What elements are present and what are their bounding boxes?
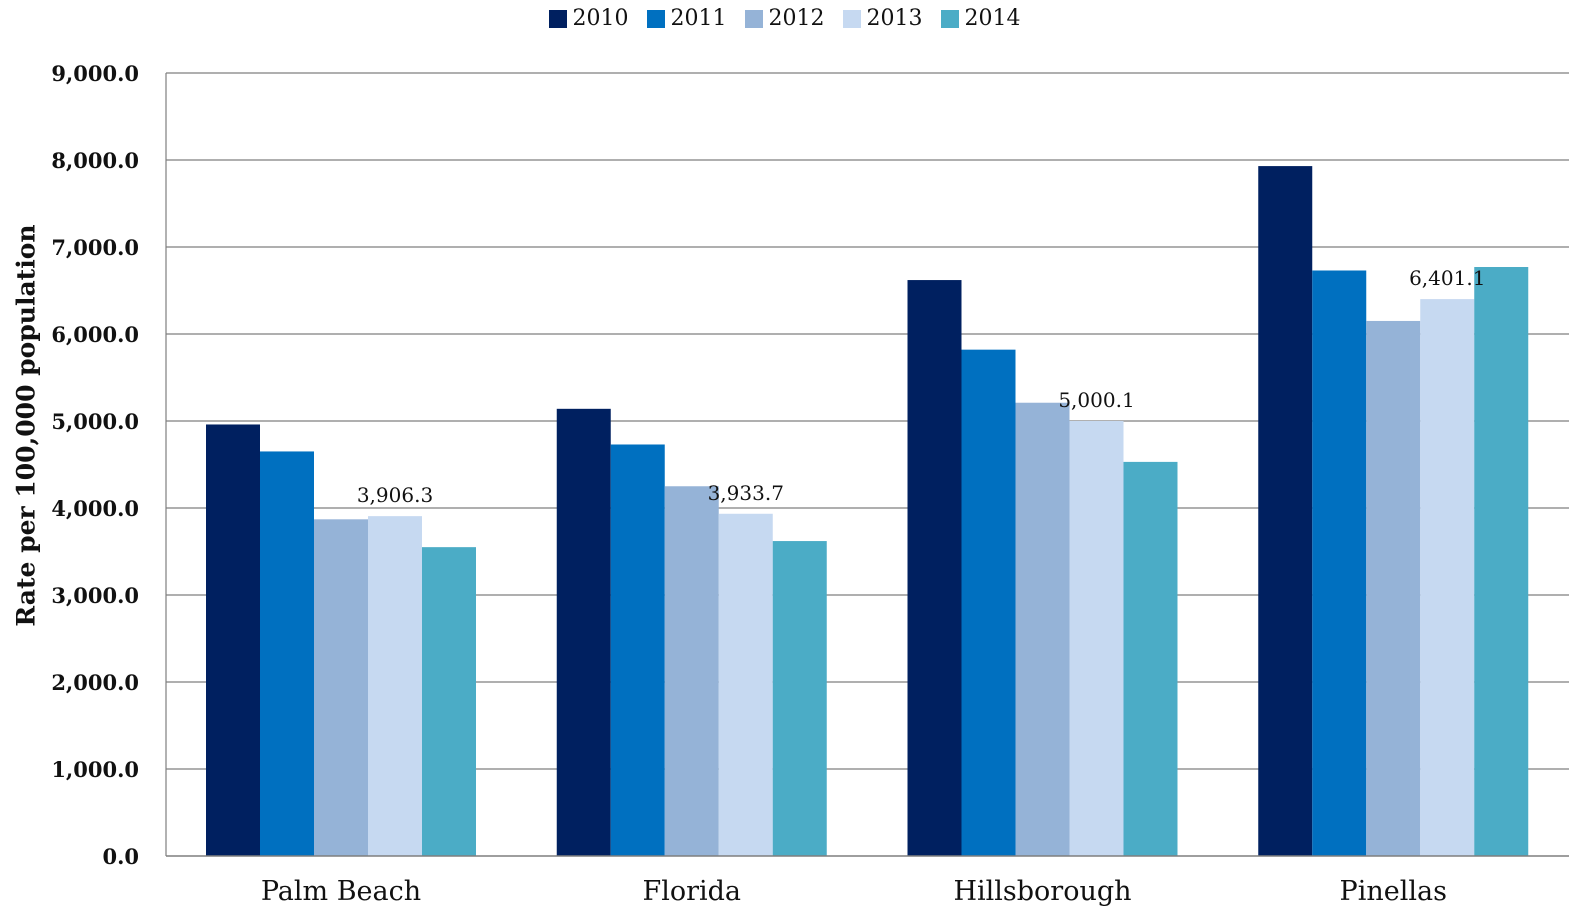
y-tick-label: 0.0: [102, 844, 139, 869]
x-tick-label: Palm Beach: [261, 876, 421, 907]
legend-label: 2012: [768, 6, 825, 31]
bar-2012-florida: [664, 486, 719, 856]
bar-2012-palm-beach: [314, 519, 368, 856]
bar-2011-florida: [610, 444, 665, 856]
bar-2010-palm-beach: [206, 424, 260, 856]
bar-2013-hillsborough: [1069, 420, 1124, 856]
bar-2014-pinellas: [1474, 267, 1529, 856]
y-tick-label: 6,000.0: [51, 322, 139, 347]
data-label: 6,401.1: [1409, 266, 1485, 290]
bar-2011-pinellas: [1312, 270, 1367, 856]
legend-item-2012: 2012: [744, 6, 825, 31]
y-tick-label: 3,000.0: [51, 583, 139, 608]
y-tick-label: 7,000.0: [51, 235, 139, 260]
bar-2014-florida: [772, 541, 827, 856]
legend-item-2014: 2014: [940, 6, 1021, 31]
legend-label: 2011: [670, 6, 727, 31]
bar-2010-hillsborough: [907, 280, 962, 856]
y-tick-label: 5,000.0: [51, 409, 139, 434]
bar-2012-hillsborough: [1015, 402, 1070, 856]
legend-label: 2010: [572, 6, 629, 31]
legend-swatch: [842, 9, 861, 28]
legend-item-2011: 2011: [646, 6, 727, 31]
bar-2014-hillsborough: [1123, 461, 1178, 856]
legend-swatch: [646, 9, 665, 28]
bar-2014-palm-beach: [422, 547, 476, 856]
legend-label: 2013: [866, 6, 923, 31]
chart-legend: 2010 2011 2012 2013 2014: [0, 6, 1569, 31]
legend-label: 2014: [964, 6, 1021, 31]
bar-2010-pinellas: [1258, 166, 1313, 857]
x-tick-label: Florida: [642, 876, 741, 907]
legend-swatch: [744, 9, 763, 28]
legend-swatch: [940, 9, 959, 28]
bar-2010-florida: [556, 408, 611, 856]
bar-2012-pinellas: [1366, 320, 1421, 856]
legend-item-2010: 2010: [548, 6, 629, 31]
legend-item-2013: 2013: [842, 6, 923, 31]
legend-swatch: [548, 9, 567, 28]
y-tick-label: 8,000.0: [51, 148, 139, 173]
y-tick-label: 1,000.0: [51, 757, 139, 782]
bar-2013-palm-beach: [368, 516, 422, 856]
bar-2013-pinellas: [1420, 299, 1475, 856]
data-label: 5,000.1: [1058, 388, 1134, 412]
bar-2011-palm-beach: [260, 451, 314, 856]
data-label: 3,906.3: [357, 483, 433, 507]
bar-2013-florida: [718, 513, 773, 856]
data-label: 3,933.7: [708, 481, 784, 505]
y-tick-label: 4,000.0: [51, 496, 139, 521]
x-tick-label: Pinellas: [1340, 876, 1447, 907]
y-tick-label: 2,000.0: [51, 670, 139, 695]
x-tick-label: Hillsborough: [953, 876, 1131, 907]
bar-2011-hillsborough: [961, 349, 1016, 856]
y-tick-label: 9,000.0: [51, 61, 139, 86]
